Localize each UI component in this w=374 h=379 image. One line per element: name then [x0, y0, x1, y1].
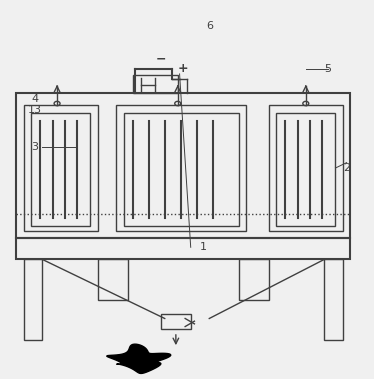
Text: 3: 3	[31, 141, 38, 152]
Text: 4: 4	[31, 94, 39, 105]
Text: 6: 6	[206, 20, 213, 31]
Text: +: +	[178, 62, 188, 75]
Text: 1: 1	[200, 242, 207, 252]
Text: 2: 2	[343, 163, 350, 173]
Text: 5: 5	[325, 64, 332, 74]
Text: 13: 13	[28, 105, 42, 115]
Text: −: −	[156, 53, 166, 66]
Polygon shape	[107, 344, 171, 373]
